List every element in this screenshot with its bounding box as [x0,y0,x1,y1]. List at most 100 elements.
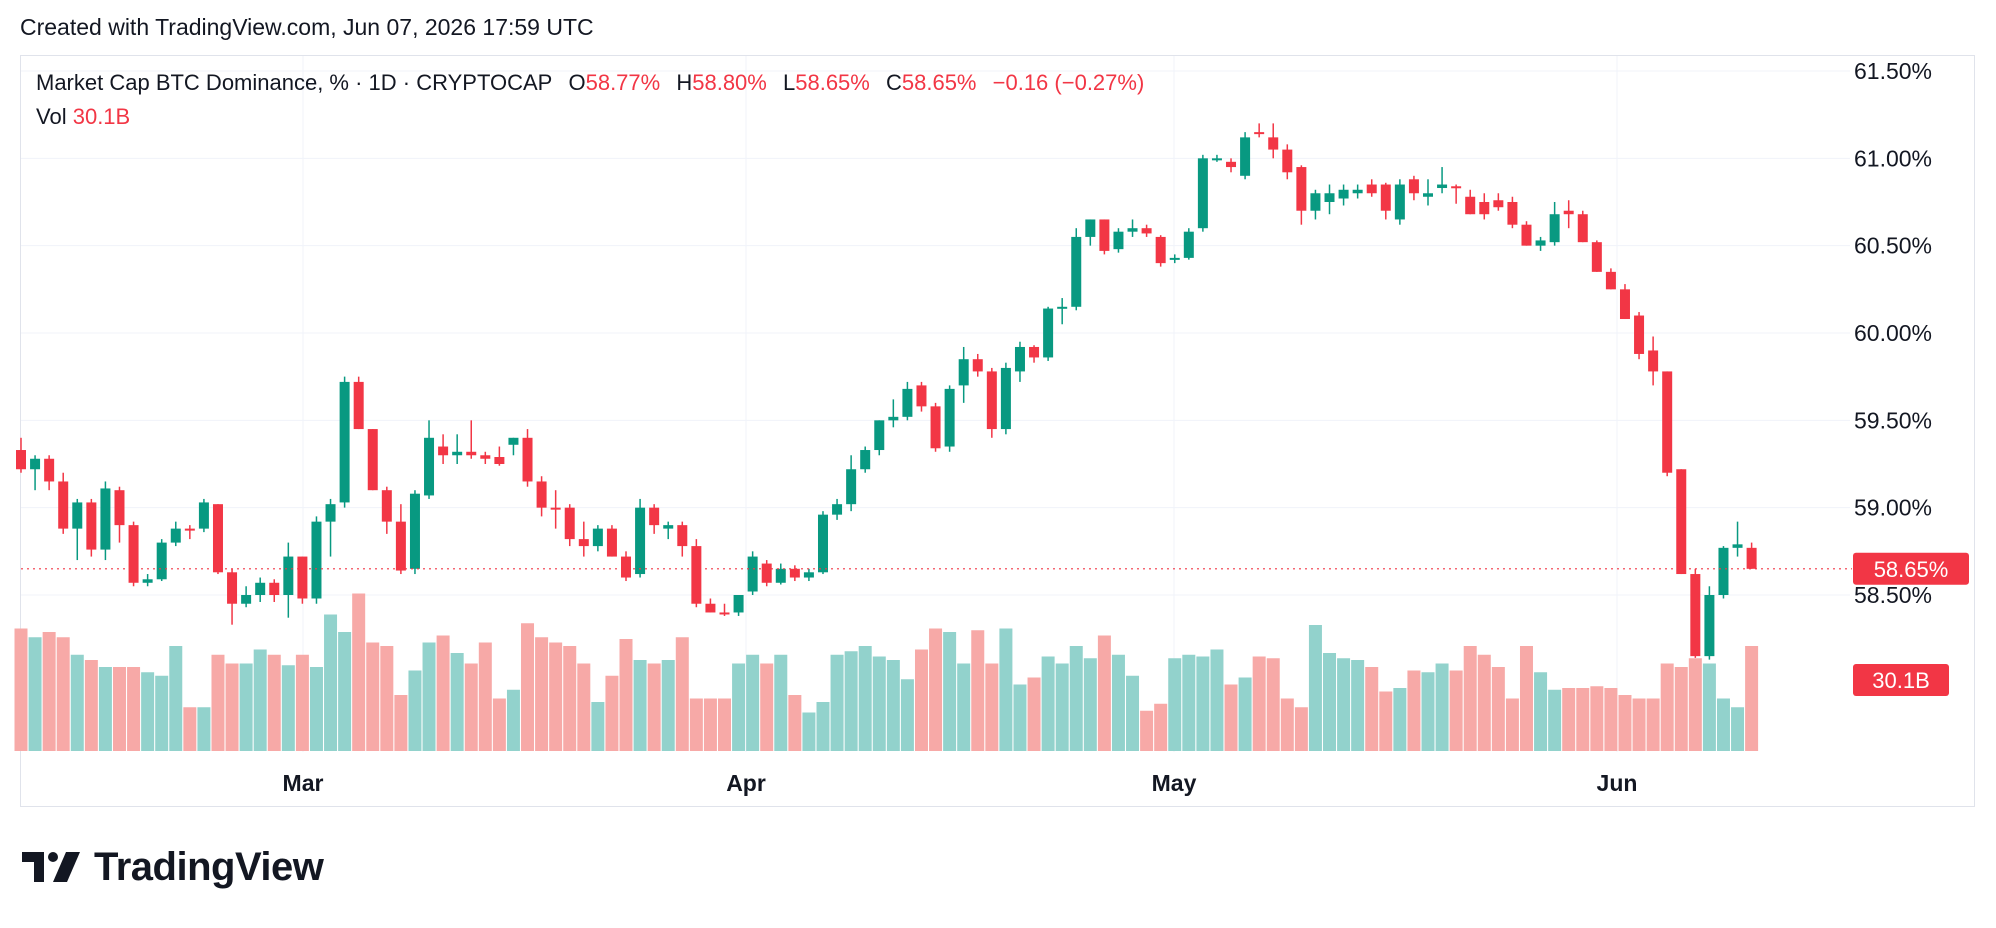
volume-bar [324,614,338,751]
volume-bar [1463,646,1477,751]
volume-bar [408,670,422,751]
candle-body [1268,137,1279,150]
candle-body [592,528,603,547]
volume-bar [464,663,478,751]
candle-body [156,542,167,580]
volume-bar [1196,656,1210,751]
volume-bar [309,667,323,751]
candle-body [761,563,772,583]
volume-bar [1168,658,1182,751]
candle-body [1451,186,1462,189]
volume-bar [1604,688,1618,751]
volume-bar [253,649,267,751]
candle-body [1563,210,1574,215]
candle-body [564,507,575,540]
volume-bar [1126,675,1140,751]
candle-body [100,488,111,550]
candle-body [1197,158,1208,229]
candle-body [1718,547,1729,595]
volume-bar [521,623,535,751]
candle-body [227,572,238,604]
candle-body [902,388,913,417]
volume-bars [14,593,1759,751]
volume-bar [872,656,886,751]
candle-body [381,490,392,522]
candle-body [353,381,364,430]
volume-bar [1027,677,1041,751]
chart-panel[interactable] [20,55,1975,807]
candle-body [1113,231,1124,250]
volume-bar [647,663,661,751]
volume-bar [633,660,647,751]
volume-bar [98,667,112,751]
candle-body [1619,289,1630,320]
volume-bar [1393,688,1407,751]
volume-bar [295,654,309,751]
candle-body [719,612,730,615]
volume-bar [478,642,492,751]
candle-body [311,521,322,599]
candle-body [1085,219,1096,237]
tradingview-logo[interactable]: TradingView [22,845,324,889]
last-value-marks: 58.65% 30.1B [21,552,1969,696]
candle-body [1577,214,1588,243]
volume-bar [858,646,872,751]
volume-bar [971,630,985,751]
candle-body [30,458,41,470]
volume-bar [506,689,520,751]
volume-bar [1083,658,1097,751]
volume-bar [1238,677,1252,751]
volume-bar [1379,691,1393,751]
candle-body [1408,179,1419,194]
close-label: C [885,70,902,95]
open-value: 58.77% [585,70,661,95]
candle-body [1437,184,1448,189]
volume-bar [28,637,42,751]
candle-body [747,556,758,592]
volume-bar [1308,625,1322,751]
candle-body [1479,201,1490,215]
candle-body [789,568,800,578]
candle-body [1605,271,1616,290]
volume-bar [239,663,253,751]
candle-body [1493,200,1504,208]
volume-bar [127,667,141,751]
candle-body [649,507,660,526]
price-axis: 58.50% 59.00% 59.50% 60.00% 60.50% 61.00% 61.5… [1854,58,1932,608]
volume-bar [1182,654,1196,751]
volume-bar [1224,684,1238,751]
volume-bar [1716,698,1730,751]
volume-bar [1435,663,1449,751]
open-label: O [568,70,586,95]
candle-body [212,504,223,573]
price-tick-label: 58.50% [1854,582,1932,608]
candle-body [184,528,195,531]
volume-bar [183,707,197,751]
candle-body [1296,167,1307,211]
candle-body [621,556,632,578]
time-tick-label: May [1152,770,1197,796]
candle-body [1226,161,1237,168]
volume-bar [352,593,366,751]
candle-body [297,556,308,599]
volume-bar [816,702,830,751]
candle-body [578,539,589,547]
candle-body [466,451,477,456]
low-value: 58.65% [795,70,870,95]
candle-body [367,429,378,491]
volume-bar [760,663,774,751]
candle-body [1155,236,1166,264]
volume-bar [943,632,957,751]
volume-bar [1477,654,1491,751]
candle-body [1535,240,1546,246]
candle-body [1310,193,1321,211]
candle-body [1324,193,1335,202]
candlestick-chart[interactable]: 58.50% 59.00% 59.50% 60.00% 60.50% 61.00% 61.5… [0,0,1996,810]
last-price-badge [1853,552,1969,585]
volume-bar [1534,672,1548,751]
volume-bar [1055,663,1069,751]
price-tick-label: 60.50% [1854,233,1932,259]
candle-body [114,490,125,526]
candle-body [1043,308,1054,358]
volume-bar [1421,672,1435,751]
